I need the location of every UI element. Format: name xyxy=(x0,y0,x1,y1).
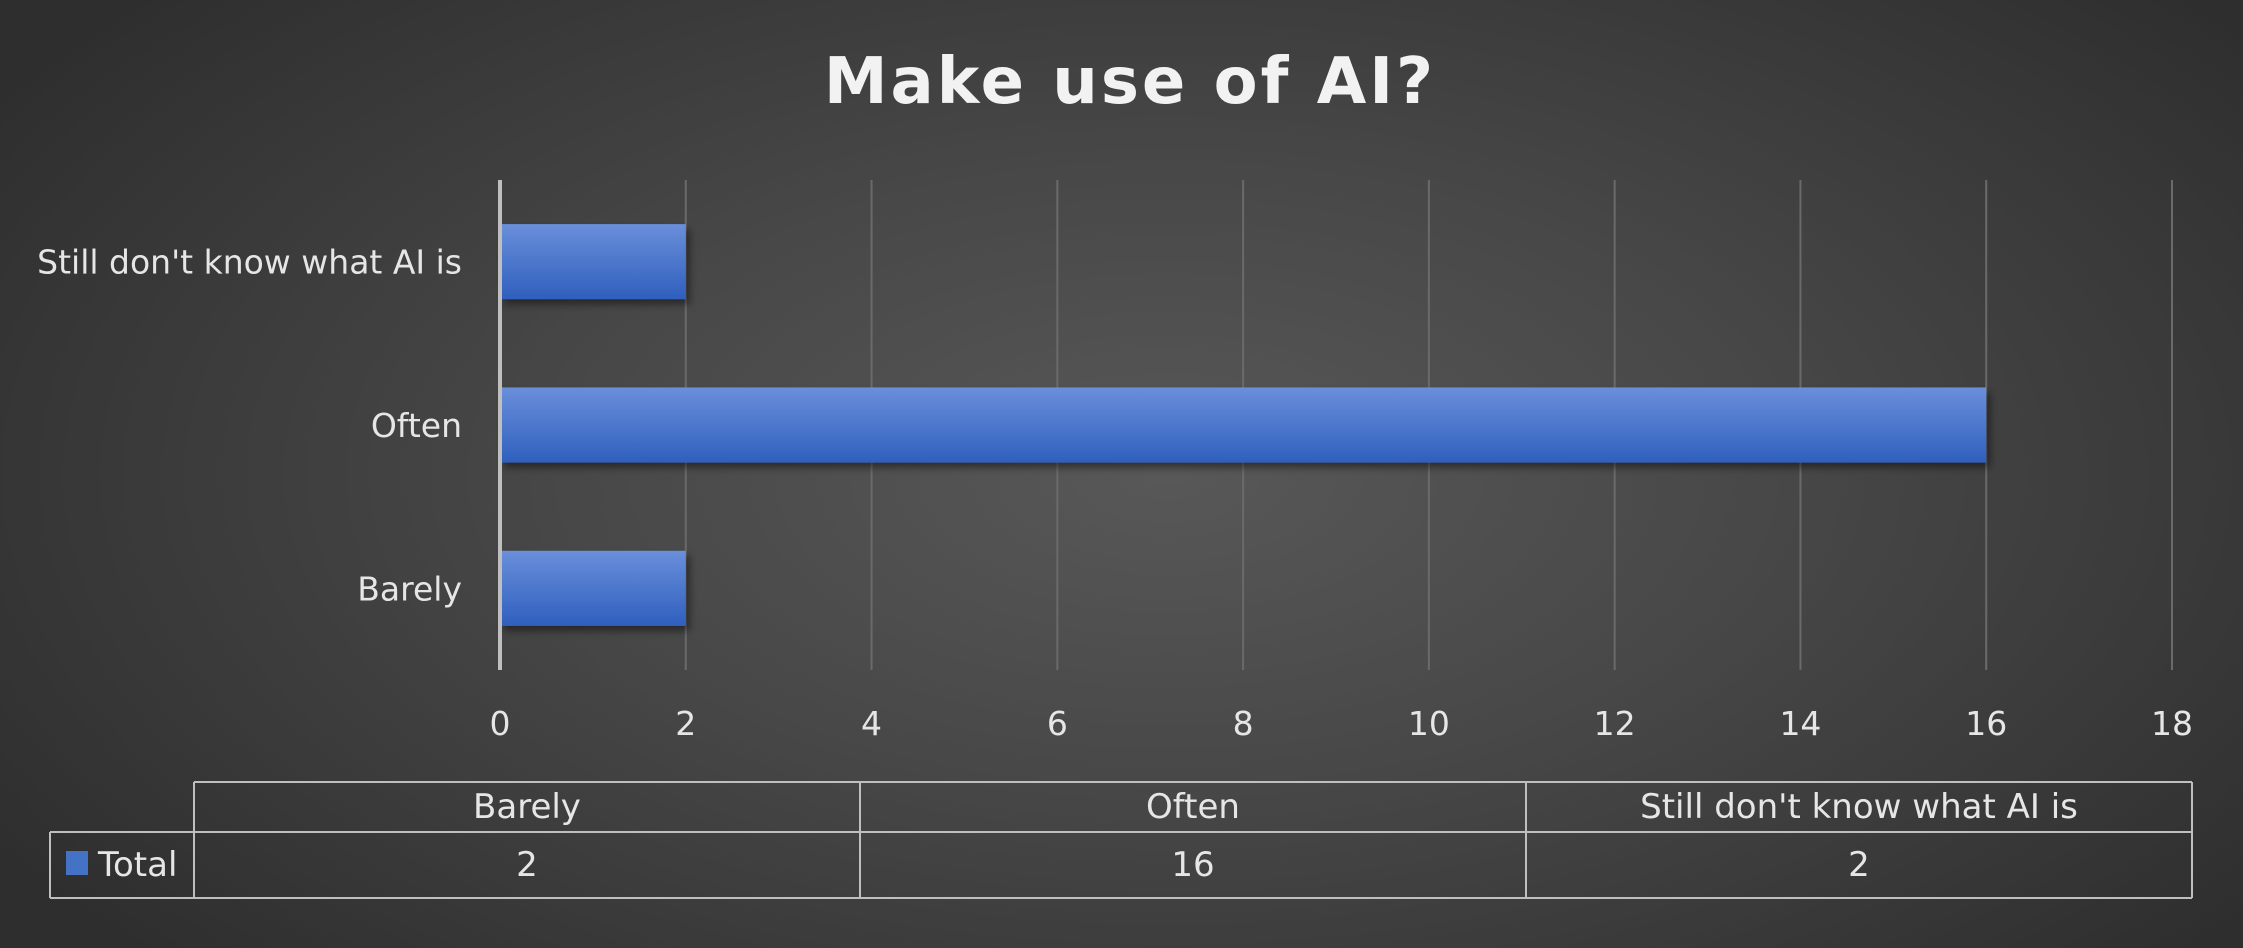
chart-title: Make use of AI? xyxy=(824,45,1436,119)
x-axis-tick-labels: 0 2 4 6 8 10 12 14 16 18 xyxy=(490,704,2194,743)
x-tick-label-14: 14 xyxy=(1779,704,1821,743)
category-label-barely: Barely xyxy=(357,569,462,608)
x-tick-label-18: 18 xyxy=(2151,704,2193,743)
legend-key-total xyxy=(66,851,88,875)
x-tick-label-12: 12 xyxy=(1594,704,1636,743)
table-header-often: Often xyxy=(1146,787,1240,827)
data-table-cells: Barely 2 Often 16 Still don't know what AI i… xyxy=(473,787,2078,885)
data-table-row-label: Total xyxy=(97,845,177,885)
bar-often xyxy=(500,387,1987,463)
x-tick-label-10: 10 xyxy=(1408,704,1450,743)
x-tick-label-8: 8 xyxy=(1233,704,1254,743)
x-tick-label-4: 4 xyxy=(861,704,882,743)
data-table: Total Barely 2 Often 16 Still don't know wha… xyxy=(49,781,2193,899)
category-label-still-don-t-know-what-ai-is: Still don't know what AI is xyxy=(37,243,462,282)
x-tick-label-16: 16 xyxy=(1965,704,2007,743)
x-tick-label-6: 6 xyxy=(1047,704,1068,743)
table-value-often: 16 xyxy=(1171,845,1214,885)
table-value-still-don-t-know-what-ai-is: 2 xyxy=(1848,845,1870,885)
data-table-gridlines xyxy=(49,781,2193,899)
table-value-barely: 2 xyxy=(516,845,538,885)
bars xyxy=(500,224,1987,626)
x-tick-label-2: 2 xyxy=(675,704,696,743)
x-tick-label-0: 0 xyxy=(490,704,511,743)
category-labels: Barely Often Still don't know what AI is xyxy=(37,243,462,609)
bar-still-don-t-know-what-ai-is xyxy=(500,224,686,300)
category-label-often: Often xyxy=(371,406,462,445)
bar-barely xyxy=(500,550,686,626)
table-header-barely: Barely xyxy=(473,787,581,827)
table-header-still-don-t-know-what-ai-is: Still don't know what AI is xyxy=(1640,787,2078,827)
